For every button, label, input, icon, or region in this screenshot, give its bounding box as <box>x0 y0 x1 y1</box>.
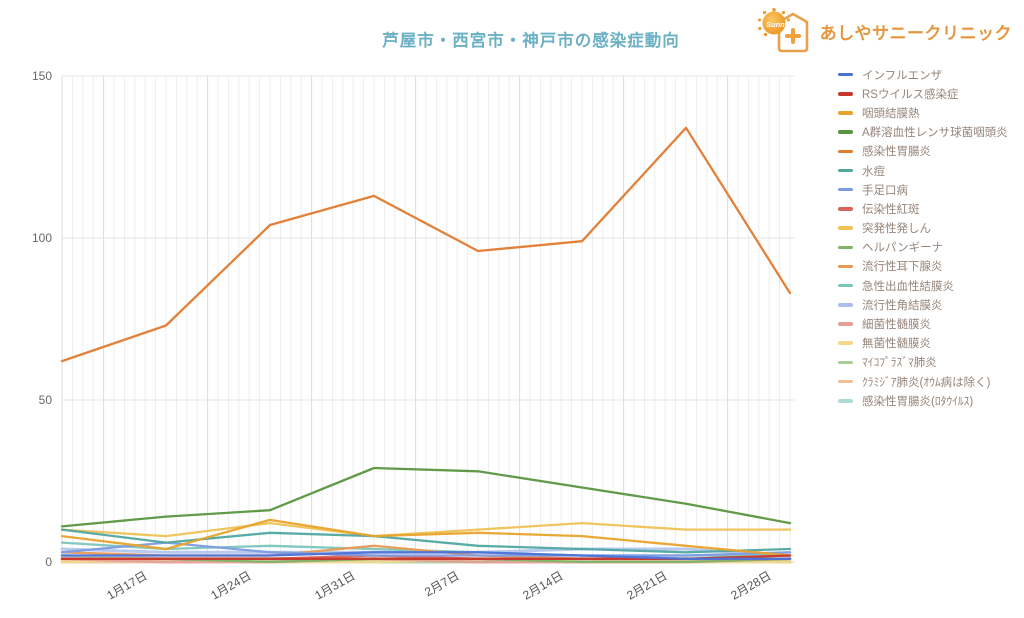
legend-label: インフルエンザ <box>862 69 943 82</box>
legend-item[interactable]: 咽頭結膜熱 <box>838 103 1008 122</box>
chart-legend: インフルエンザ RSウイルス感染症 咽頭結膜熱 A群溶血性レンサ球菌咽頭炎 感染性胃腸炎… <box>838 65 1008 410</box>
legend-item[interactable]: A群溶血性レンサ球菌咽頭炎 <box>838 123 1008 142</box>
legend-swatch <box>838 283 853 288</box>
sun-icon <box>762 11 786 35</box>
legend-swatch <box>838 245 853 250</box>
legend-label: 流行性角結膜炎 <box>862 299 943 312</box>
chart-title: 芦屋市・西宮市・神戸市の感染症動向 <box>382 32 680 50</box>
legend-label: 急性出血性結膜炎 <box>862 280 954 293</box>
legend-label: RSウイルス感染症 <box>862 88 959 101</box>
legend-item[interactable]: 伝染性紅斑 <box>838 199 1008 218</box>
series-line <box>60 126 792 363</box>
legend-item[interactable]: インフルエンザ <box>838 65 1008 84</box>
legend-swatch <box>838 111 853 115</box>
series-line <box>60 528 792 554</box>
legend-swatch <box>838 322 853 326</box>
legend-label: 水痘 <box>862 165 885 178</box>
legend-swatch <box>838 360 853 365</box>
sun-house-cross-icon: Sunny <box>757 8 808 53</box>
y-tick-label: 50 <box>39 393 53 407</box>
y-tick-label: 150 <box>32 69 52 83</box>
series-line <box>60 466 792 528</box>
legend-label: 突発性発しん <box>862 223 931 236</box>
legend-swatch <box>838 130 853 134</box>
legend-item[interactable]: RSウイルス感染症 <box>838 84 1008 103</box>
legend-item[interactable]: 水痘 <box>838 161 1008 180</box>
x-tick-label: 1月17日 <box>104 568 149 602</box>
series-line <box>60 521 792 538</box>
legend-item[interactable]: 手足口病 <box>838 180 1008 199</box>
legend-label: ｸﾗﾐｼﾞｱ肺炎(ｵｳﾑ病は除く) <box>862 376 991 389</box>
legend-swatch <box>838 303 853 307</box>
legend-item[interactable]: 流行性角結膜炎 <box>838 295 1008 314</box>
legend-label: 感染性胃腸炎 <box>862 146 931 159</box>
x-tick-label: 2月7日 <box>422 568 461 599</box>
legend-swatch <box>838 168 853 173</box>
clinic-name: あしやサニークリニック <box>819 24 1012 43</box>
legend-item[interactable]: 感染性胃腸炎 <box>838 142 1008 161</box>
legend-swatch <box>838 149 853 154</box>
sun-rays <box>757 8 790 37</box>
legend-swatch <box>838 226 853 230</box>
legend-swatch <box>838 264 853 269</box>
y-tick-label: 100 <box>32 231 52 245</box>
legend-item[interactable]: ﾏｲｺﾌﾟﾗｽﾞﾏ肺炎 <box>838 353 1008 372</box>
sun-text: Sunny <box>766 20 790 29</box>
medical-plus-icon <box>784 28 801 44</box>
legend-item[interactable]: 流行性耳下腺炎 <box>838 257 1008 276</box>
legend-swatch <box>838 379 853 384</box>
legend-swatch <box>838 187 853 192</box>
y-tick-label: 0 <box>45 555 52 569</box>
legend-label: 手足口病 <box>862 184 908 197</box>
series-line <box>60 518 792 557</box>
house-outline <box>777 12 808 53</box>
x-tick-label: 1月31日 <box>312 568 357 602</box>
legend-label: 細菌性髄膜炎 <box>862 319 931 332</box>
legend-item[interactable]: 感染性胃腸炎(ﾛﾀｳｲﾙｽ) <box>838 391 1008 410</box>
series-line <box>60 551 792 560</box>
legend-swatch <box>838 72 853 77</box>
x-tick-label: 2月28日 <box>728 568 773 602</box>
legend-swatch <box>838 341 853 345</box>
legend-item[interactable]: 突発性発しん <box>838 219 1008 238</box>
legend-label: 無菌性髄膜炎 <box>862 338 931 351</box>
legend-swatch <box>838 92 853 96</box>
legend-swatch <box>838 207 853 211</box>
legend-label: 伝染性紅斑 <box>862 203 920 216</box>
x-tick-label: 2月21日 <box>624 568 669 602</box>
legend-item[interactable]: 細菌性髄膜炎 <box>838 314 1008 333</box>
x-tick-label: 1月24日 <box>208 568 253 602</box>
legend-label: ﾏｲｺﾌﾟﾗｽﾞﾏ肺炎 <box>862 357 937 370</box>
legend-item[interactable]: 無菌性髄膜炎 <box>838 334 1008 353</box>
legend-item[interactable]: ｸﾗﾐｼﾞｱ肺炎(ｵｳﾑ病は除く) <box>838 372 1008 391</box>
legend-label: A群溶血性レンサ球菌咽頭炎 <box>862 127 1008 140</box>
legend-swatch <box>838 399 853 403</box>
legend-item[interactable]: 急性出血性結膜炎 <box>838 276 1008 295</box>
legend-label: ヘルパンギーナ <box>862 242 944 255</box>
legend-label: 咽頭結膜熱 <box>862 107 920 120</box>
x-tick-label: 2月14日 <box>520 568 565 602</box>
legend-label: 感染性胃腸炎(ﾛﾀｳｲﾙｽ) <box>862 395 974 408</box>
legend-item[interactable]: ヘルパンギーナ <box>838 238 1008 257</box>
clinic-logo: Sunny あしやサニークリニック <box>757 8 1012 55</box>
legend-label: 流行性耳下腺炎 <box>862 261 943 274</box>
